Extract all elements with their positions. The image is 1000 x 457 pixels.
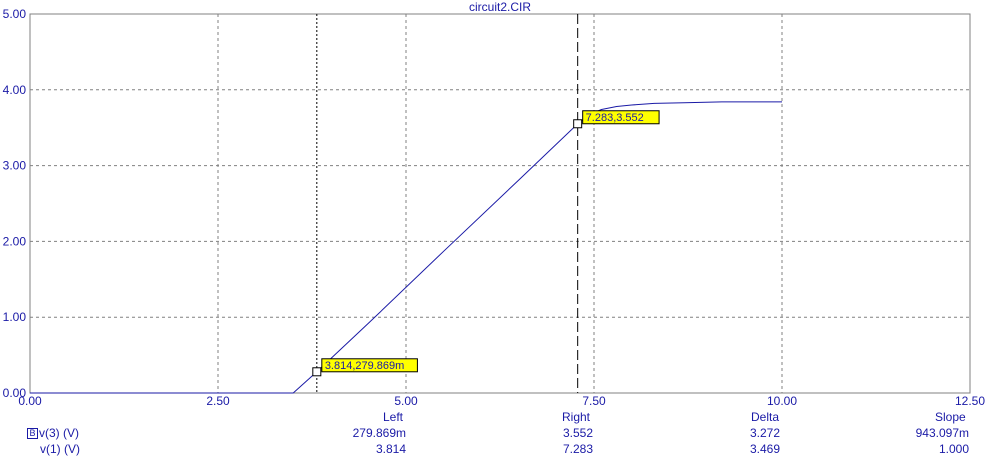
left-value: 3.814 — [375, 442, 406, 456]
y-tick-label: 1.00 — [3, 310, 27, 324]
series — [30, 101, 782, 394]
left-cursor-marker — [312, 367, 322, 377]
expand-box-icon[interactable]: B — [27, 428, 38, 440]
left-value: 279.869m — [352, 426, 406, 440]
chart-title: circuit2.CIR — [469, 0, 531, 14]
series-name: v(3) (V) — [39, 426, 79, 440]
right-cursor-tag — [582, 110, 660, 125]
left-cursor-label: 3.814,279.869m — [325, 360, 405, 372]
delta-value: 3.272 — [749, 426, 780, 440]
x-tick-label: 7.50 — [582, 394, 606, 408]
right-value: 3.552 — [562, 426, 593, 440]
y-tick-label: 0.00 — [3, 386, 27, 400]
x-tick-label: 0.00 — [18, 394, 42, 408]
header-delta: Delta — [751, 410, 780, 424]
plot-frame — [29, 13, 971, 394]
series-name: v(1) (V) — [40, 442, 80, 456]
header-right: Right — [562, 410, 591, 424]
x-tick-label: 12.50 — [955, 394, 985, 408]
x-tick-label: 5.00 — [394, 394, 418, 408]
grid — [30, 14, 970, 393]
right-cursor-marker — [573, 119, 583, 129]
axis-ticks: 0.00 2.50 5.00 7.50 10.00 12.50 0.00 1.00 2.00 3.… — [3, 7, 986, 408]
cursors[interactable]: 3.814,279.869m 7.283,3.552 — [312, 14, 660, 393]
readout-row[interactable]: v(1) (V) 3.814 7.283 3.469 1.000 — [0, 442, 1000, 457]
plot-area: circuit2.CIR 0.00 2.50 5.00 7.50 10.00 12.500… — [3, 0, 986, 408]
slope-value: 943.097m — [915, 426, 969, 440]
y-tick-label: 4.00 — [3, 83, 27, 97]
header-slope: Slope — [935, 410, 966, 424]
x-tick-label: 2.50 — [206, 394, 230, 408]
readout-header-row: Left Right Delta Slope — [0, 410, 1000, 425]
slope-value: 1.000 — [938, 442, 969, 456]
left-cursor-tag — [321, 358, 418, 373]
y-tick-label: 3.00 — [3, 159, 27, 173]
delta-value: 3.469 — [749, 442, 780, 456]
y-tick-label: 2.00 — [3, 234, 27, 248]
right-value: 7.283 — [562, 442, 593, 456]
right-cursor-label: 7.283,3.552 — [586, 112, 644, 124]
y-tick-label: 5.00 — [3, 7, 27, 21]
x-tick-label: 10.00 — [767, 394, 797, 408]
series-line-v3 — [30, 101, 782, 394]
header-left: Left — [383, 410, 404, 424]
